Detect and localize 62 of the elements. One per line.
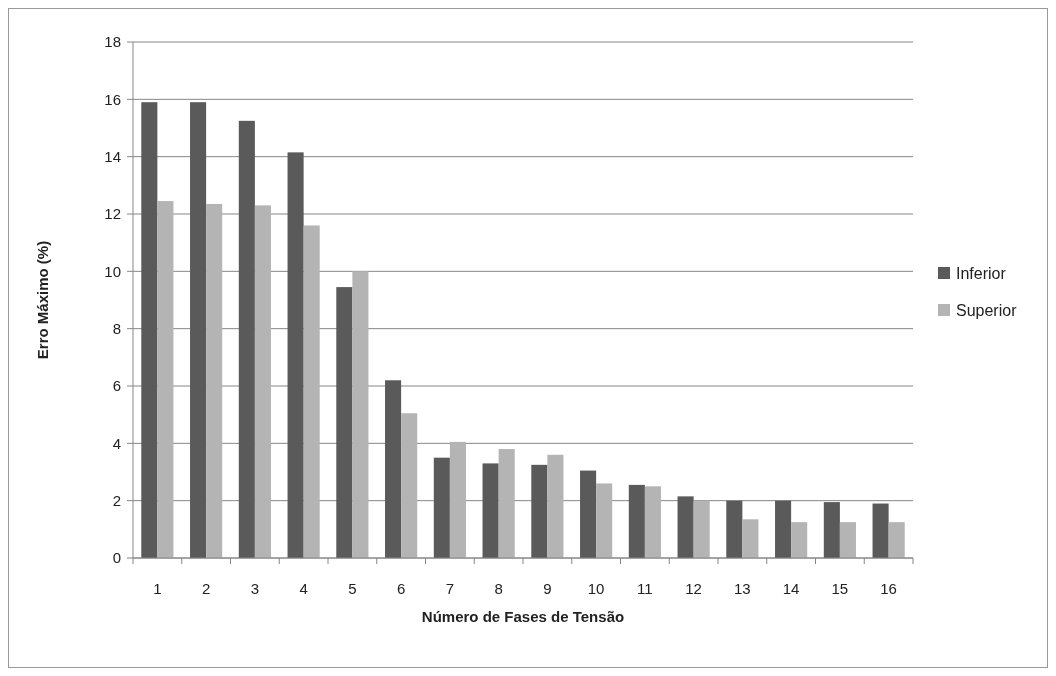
bar bbox=[254, 205, 271, 558]
x-tick-label: 13 bbox=[734, 580, 751, 597]
x-tick-label: 12 bbox=[685, 580, 702, 597]
bar bbox=[726, 500, 743, 558]
bar bbox=[449, 441, 466, 558]
bar bbox=[644, 486, 661, 558]
bar bbox=[287, 152, 304, 558]
bar bbox=[401, 413, 418, 558]
bar bbox=[433, 457, 450, 558]
bar bbox=[742, 519, 759, 558]
bar bbox=[190, 102, 207, 558]
y-tick-label: 6 bbox=[112, 377, 121, 395]
bar bbox=[580, 470, 597, 558]
x-tick-label: 2 bbox=[201, 580, 211, 597]
x-tick-label: 5 bbox=[348, 580, 357, 597]
bar bbox=[677, 496, 694, 558]
x-tick-label: 10 bbox=[587, 580, 605, 597]
legend-label: Superior bbox=[956, 301, 1018, 319]
bar bbox=[596, 483, 613, 558]
bar bbox=[352, 271, 369, 558]
x-tick-label: 14 bbox=[782, 580, 800, 597]
bar bbox=[823, 502, 840, 558]
legend-label: Inferior bbox=[956, 264, 1007, 282]
bar bbox=[547, 454, 564, 558]
y-tick-label: 10 bbox=[104, 262, 121, 280]
bar bbox=[385, 380, 402, 558]
bar bbox=[498, 449, 515, 558]
y-tick-label: 2 bbox=[112, 491, 121, 509]
y-tick-label: 0 bbox=[112, 549, 121, 567]
bar bbox=[693, 500, 710, 558]
y-tick-label: 16 bbox=[104, 90, 121, 108]
x-tick-label: 1 bbox=[153, 580, 162, 597]
bar bbox=[141, 102, 158, 558]
x-tick-label: 8 bbox=[494, 580, 503, 597]
bar bbox=[303, 225, 320, 558]
bar bbox=[482, 463, 499, 558]
x-tick-label: 15 bbox=[831, 580, 849, 597]
bar bbox=[839, 522, 856, 558]
x-tick-label: 16 bbox=[880, 580, 897, 597]
bar bbox=[238, 120, 255, 558]
bar bbox=[157, 201, 174, 558]
x-tick-label: 9 bbox=[543, 580, 552, 597]
bar bbox=[791, 522, 808, 558]
bar bbox=[531, 464, 548, 558]
x-tick-label: 7 bbox=[445, 580, 455, 597]
bar bbox=[888, 522, 905, 558]
x-tick-label: 11 bbox=[637, 580, 653, 597]
bar bbox=[872, 503, 889, 558]
y-tick-label: 8 bbox=[112, 319, 121, 337]
x-tick-label: 4 bbox=[299, 580, 308, 597]
bar bbox=[206, 203, 223, 558]
bar bbox=[628, 484, 645, 558]
x-axis-title: Número de Fases de Tensão bbox=[421, 608, 625, 625]
y-axis-title: Erro Máximo (%) bbox=[34, 240, 51, 360]
x-tick-label: 6 bbox=[396, 580, 406, 597]
bar bbox=[336, 287, 353, 558]
y-tick-label: 14 bbox=[104, 147, 121, 165]
y-tick-label: 18 bbox=[104, 33, 121, 51]
bar bbox=[775, 500, 792, 558]
y-tick-label: 4 bbox=[112, 434, 121, 452]
y-tick-label: 12 bbox=[104, 205, 121, 223]
x-tick-label: 3 bbox=[250, 580, 260, 597]
